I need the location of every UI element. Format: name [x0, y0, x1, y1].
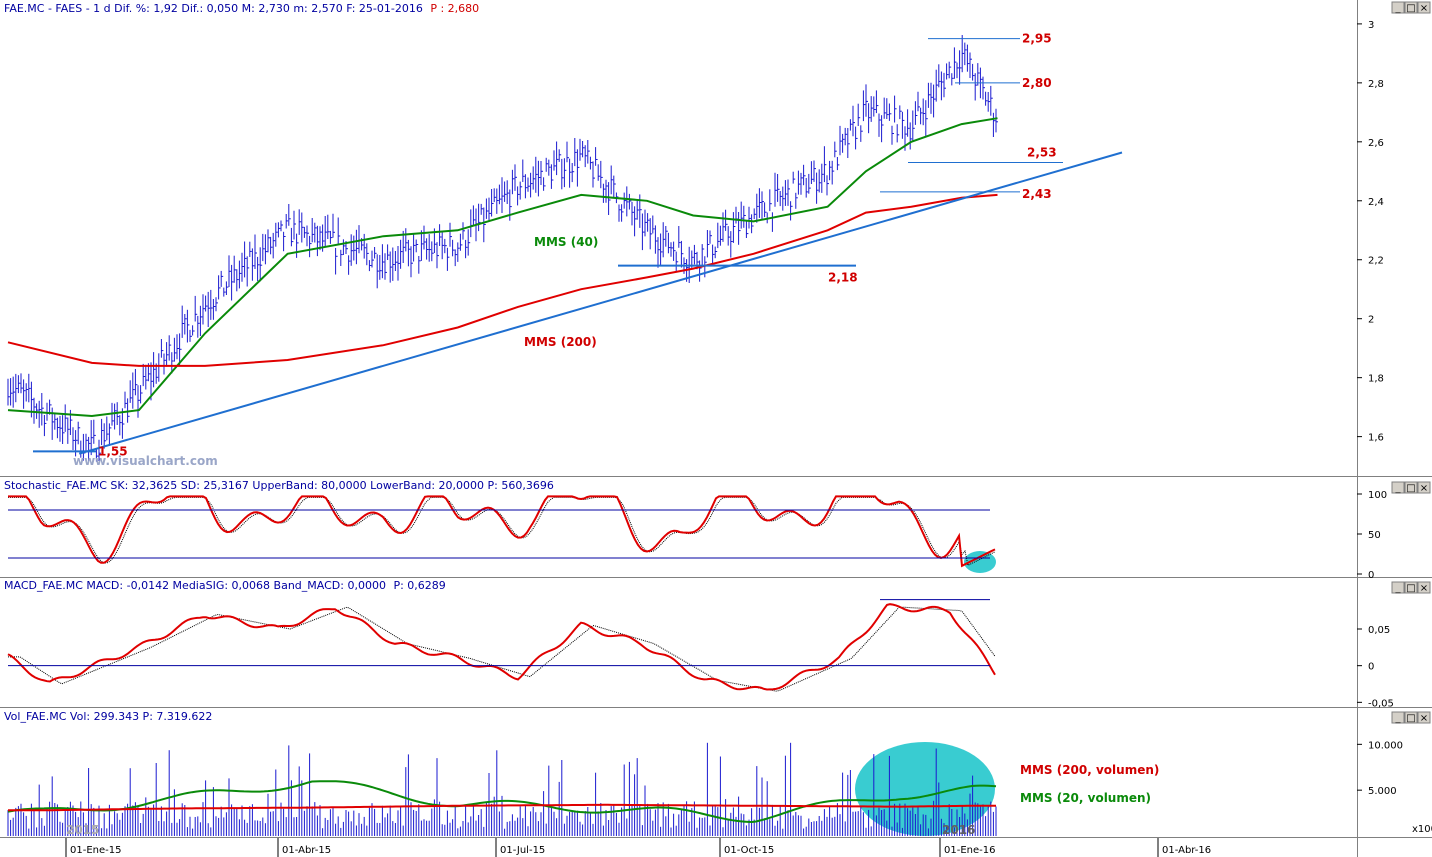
price-bars: [7, 35, 998, 462]
price-y-tick-label: 2: [1368, 315, 1374, 326]
macd-line: [7, 603, 996, 691]
stoch-y-tick-label: 0: [1368, 570, 1374, 581]
price-header-info: FAE.MC - FAES - 1 d Dif. %: 1,92 Dif.: 0…: [4, 2, 423, 15]
macd-header: MACD_FAE.MC MACD: -0,0142 MediaSIG: 0,00…: [4, 579, 446, 592]
indicator-lines: [7, 117, 1123, 824]
volume-y-tick-label: 5.000: [1368, 786, 1397, 797]
window-button: [1417, 481, 1431, 494]
window-button-glyph: □: [1406, 3, 1415, 14]
level-label-2-95: 2,95: [1022, 32, 1052, 46]
trendline: [78, 151, 1123, 455]
price-header: FAE.MC - FAES - 1 d Dif. %: 1,92 Dif.: 0…: [4, 2, 479, 15]
year-2016-label: 2016: [942, 823, 975, 837]
volume-header: Vol_FAE.MC Vol: 299.343 P: 7.319.622: [4, 710, 212, 723]
highlight-ellipses: [855, 551, 996, 836]
vol-mms200-line: [8, 803, 996, 812]
price-y-tick-label: 2,2: [1368, 256, 1384, 267]
watermark: www.visualchart.com: [73, 454, 218, 468]
window-button-glyph: _: [1395, 3, 1402, 14]
x-axis: 01-Ene-15 01-Abr-15 01-Jul-15 01-Oct-15 01-E…: [65, 838, 1211, 857]
stoch-sk-line: [8, 495, 996, 568]
mms200-label: MMS (200): [524, 335, 597, 349]
stoch-y-tick-label: 50: [1368, 530, 1381, 541]
vol-mms20-line: [7, 780, 997, 824]
vol-mms20-legend: MMS (20, volumen): [1020, 791, 1151, 805]
volume-bars: [7, 742, 997, 836]
window-button: [1404, 711, 1418, 724]
window-button: [1404, 481, 1418, 494]
volume-highlight-ellipse: [855, 742, 995, 836]
mms200-line: [7, 193, 998, 367]
level-lines: 2,95 2,80 2,53 2,43 2,18 1,55: [8, 32, 1063, 667]
window-button-glyph: ×: [1420, 3, 1428, 14]
window-button: [1417, 1, 1431, 14]
macd-signal-line: [8, 606, 996, 692]
mms40-line: [7, 117, 998, 418]
level-label-2-18: 2,18: [828, 271, 858, 285]
x-tick-label: 01-Jul-15: [500, 845, 545, 856]
window-button-glyph: ×: [1420, 583, 1428, 594]
stochastic-highlight-ellipse: [964, 551, 996, 573]
price-y-tick-label: 1,6: [1368, 433, 1384, 444]
price-y-tick-label: 2,6: [1368, 138, 1384, 149]
window-button-glyph: □: [1406, 713, 1415, 724]
price-y-tick-label: 3: [1368, 20, 1374, 31]
level-label-2-53: 2,53: [1027, 146, 1057, 160]
window-button: [1391, 481, 1405, 494]
level-label-2-43: 2,43: [1022, 187, 1052, 201]
window-button: [1404, 1, 1418, 14]
price-header-last: P : 2,680: [430, 2, 479, 15]
window-button-glyph: _: [1395, 583, 1402, 594]
window-button: [1391, 1, 1405, 14]
window-button-glyph: _: [1395, 713, 1402, 724]
price-y-tick-label: 1,8: [1368, 374, 1384, 385]
stoch-y-tick-label: 100: [1368, 490, 1387, 501]
macd-header-info: MACD_FAE.MC MACD: -0,0142 MediaSIG: 0,00…: [4, 579, 386, 592]
x-tick-label: 01-Ene-16: [944, 845, 995, 856]
macd-y-tick-label: 0,05: [1368, 625, 1390, 636]
vol-mms200-legend: MMS (200, volumen): [1020, 763, 1159, 777]
x-tick-label: 01-Abr-16: [1162, 845, 1211, 856]
window-button: [1404, 581, 1418, 594]
panel-window-buttons: _ □ × _ □ × _ □ × _ □ ×: [1391, 1, 1431, 724]
macd-y-tick-label: -0,05: [1368, 698, 1394, 709]
window-button-glyph: □: [1406, 483, 1415, 494]
y-axes: 3 2,8 2,6 2,4 2,2 2 1,8 1,6 100 50 0 0,05 0 -0,05 10.0…: [1357, 20, 1403, 797]
x-tick-label: 01-Ene-15: [70, 845, 121, 856]
window-button-glyph: _: [1395, 483, 1402, 494]
x-tick-label: 01-Oct-15: [724, 845, 774, 856]
year-2015-label: 2015: [66, 823, 99, 837]
mms40-label: MMS (40): [534, 235, 598, 249]
window-button: [1391, 581, 1405, 594]
level-label-2-80: 2,80: [1022, 76, 1052, 90]
price-y-tick-label: 2,8: [1368, 79, 1384, 90]
volume-y-tick-label: 10.000: [1368, 740, 1403, 751]
window-button: [1417, 711, 1431, 724]
volume-multiplier: x100: [1412, 824, 1432, 835]
level-label-1-55: 1,55: [98, 444, 128, 458]
window-button: [1417, 581, 1431, 594]
window-button-glyph: ×: [1420, 713, 1428, 724]
stochastic-header: Stochastic_FAE.MC SK: 32,3625 SD: 25,316…: [4, 479, 554, 492]
window-button: [1391, 711, 1405, 724]
stoch-sd-line: [8, 496, 996, 567]
window-button-glyph: ×: [1420, 483, 1428, 494]
window-button-glyph: □: [1406, 583, 1415, 594]
x-tick-label: 01-Abr-15: [282, 845, 331, 856]
macd-header-p: P: 0,6289: [393, 579, 445, 592]
price-y-tick-label: 2,4: [1368, 197, 1384, 208]
macd-y-tick-label: 0: [1368, 662, 1374, 673]
